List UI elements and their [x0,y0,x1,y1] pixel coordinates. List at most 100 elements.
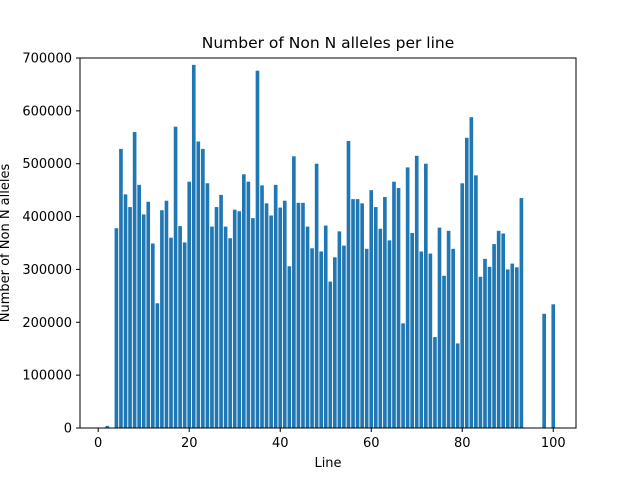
bar-line-61 [373,207,378,428]
bar-line-53 [337,231,342,428]
y-tick-label: 300000 [22,263,72,278]
bar-line-78 [451,248,455,428]
bar-line-41 [282,200,287,428]
bar-line-59 [364,248,369,428]
bar-line-57 [355,199,360,428]
chart-title: Number of Non N alleles per line [202,34,455,52]
bar-line-48 [314,163,319,428]
bar-line-11 [146,201,151,428]
bar-line-33 [246,181,251,428]
bar-line-54 [342,245,346,428]
bar-line-34 [251,218,255,428]
y-tick-label: 100000 [22,369,72,384]
bar-line-58 [360,203,364,428]
x-tick-label: 80 [454,436,471,451]
bar-line-66 [396,188,401,428]
bar-line-52 [333,257,337,428]
y-tick-label: 700000 [22,52,72,67]
bar-line-5 [119,148,123,428]
x-tick-label: 20 [181,436,198,451]
bar-line-24 [205,183,210,428]
bar-line-88 [496,230,501,428]
y-tick-label: 400000 [22,210,72,225]
y-tick-label: 0 [64,422,72,437]
bar-line-42 [287,266,292,428]
bar-line-45 [301,202,305,428]
bar-line-51 [328,281,333,428]
bar-line-92 [515,267,519,428]
bar-line-67 [401,323,405,428]
bar-line-29 [228,238,232,428]
x-axis-label: Line [314,456,341,471]
bar-line-73 [428,253,433,428]
bar-line-30 [232,209,237,428]
y-tick-label: 200000 [22,316,72,331]
bar-line-28 [223,226,228,428]
bar-line-13 [155,303,160,428]
bar-line-38 [269,215,273,428]
bar-line-62 [378,228,383,428]
x-axis-ticks: 0 20 40 60 80 100 [94,428,566,451]
bar-line-55 [346,140,351,429]
bar-line-69 [410,232,414,428]
bar-line-20 [187,181,192,428]
bar-line-60 [369,190,374,428]
bar-line-81 [464,137,469,428]
bar-line-6 [123,194,128,428]
x-tick-label: 0 [94,436,102,451]
bar-line-27 [219,194,223,428]
bar-line-72 [424,163,428,428]
bar-line-35 [255,70,260,428]
bar-line-37 [264,203,269,428]
bar-line-9 [137,184,141,428]
bar-line-23 [201,148,205,428]
x-tick-label: 100 [541,436,566,451]
bar-line-21 [191,64,196,429]
bar-line-19 [182,242,187,428]
bar-line-56 [351,199,355,428]
y-tick-label: 500000 [22,157,72,172]
bar-line-71 [419,251,424,428]
bar-line-77 [446,230,451,428]
bar-line-89 [501,233,506,428]
bar-line-76 [442,275,446,428]
bar-line-84 [478,276,483,428]
bar-line-26 [214,207,219,428]
plot-frame [79,57,577,429]
bar-line-18 [178,226,182,428]
bar-line-91 [510,263,515,428]
y-axis-label: Number of Non N alleles [0,164,13,323]
bar-line-90 [505,269,510,428]
bar-line-79 [455,343,460,428]
bar-line-44 [296,202,301,428]
bar-line-22 [196,141,201,428]
bar-line-87 [492,244,496,428]
bar-line-64 [387,240,392,428]
bar-line-12 [150,243,155,428]
bar-line-74 [433,337,437,428]
y-axis-ticks: 0 100000 200000 300000 400000 500000 600000 700… [22,52,80,437]
bar-line-4 [114,228,119,428]
bar-line-65 [392,181,396,428]
bar-line-32 [242,174,246,428]
bar-line-82 [469,117,474,428]
bar-line-31 [237,211,242,428]
bars-group [96,64,556,429]
bar-line-25 [210,226,214,428]
bar-line-8 [132,132,137,428]
bar-line-15 [164,200,169,428]
bar-line-43 [292,156,296,428]
bar-line-83 [474,175,478,428]
bar-line-2 [105,425,110,428]
bar-line-98 [542,313,546,428]
y-tick-label: 600000 [22,104,72,119]
bar-line-39 [273,184,278,428]
bar-line-16 [169,237,173,428]
bar-line-86 [487,266,492,428]
bar-line-85 [483,258,487,428]
bar-line-36 [260,185,264,428]
bar-line-40 [278,207,283,428]
bar-line-100 [551,304,556,428]
bar-line-46 [305,226,310,428]
